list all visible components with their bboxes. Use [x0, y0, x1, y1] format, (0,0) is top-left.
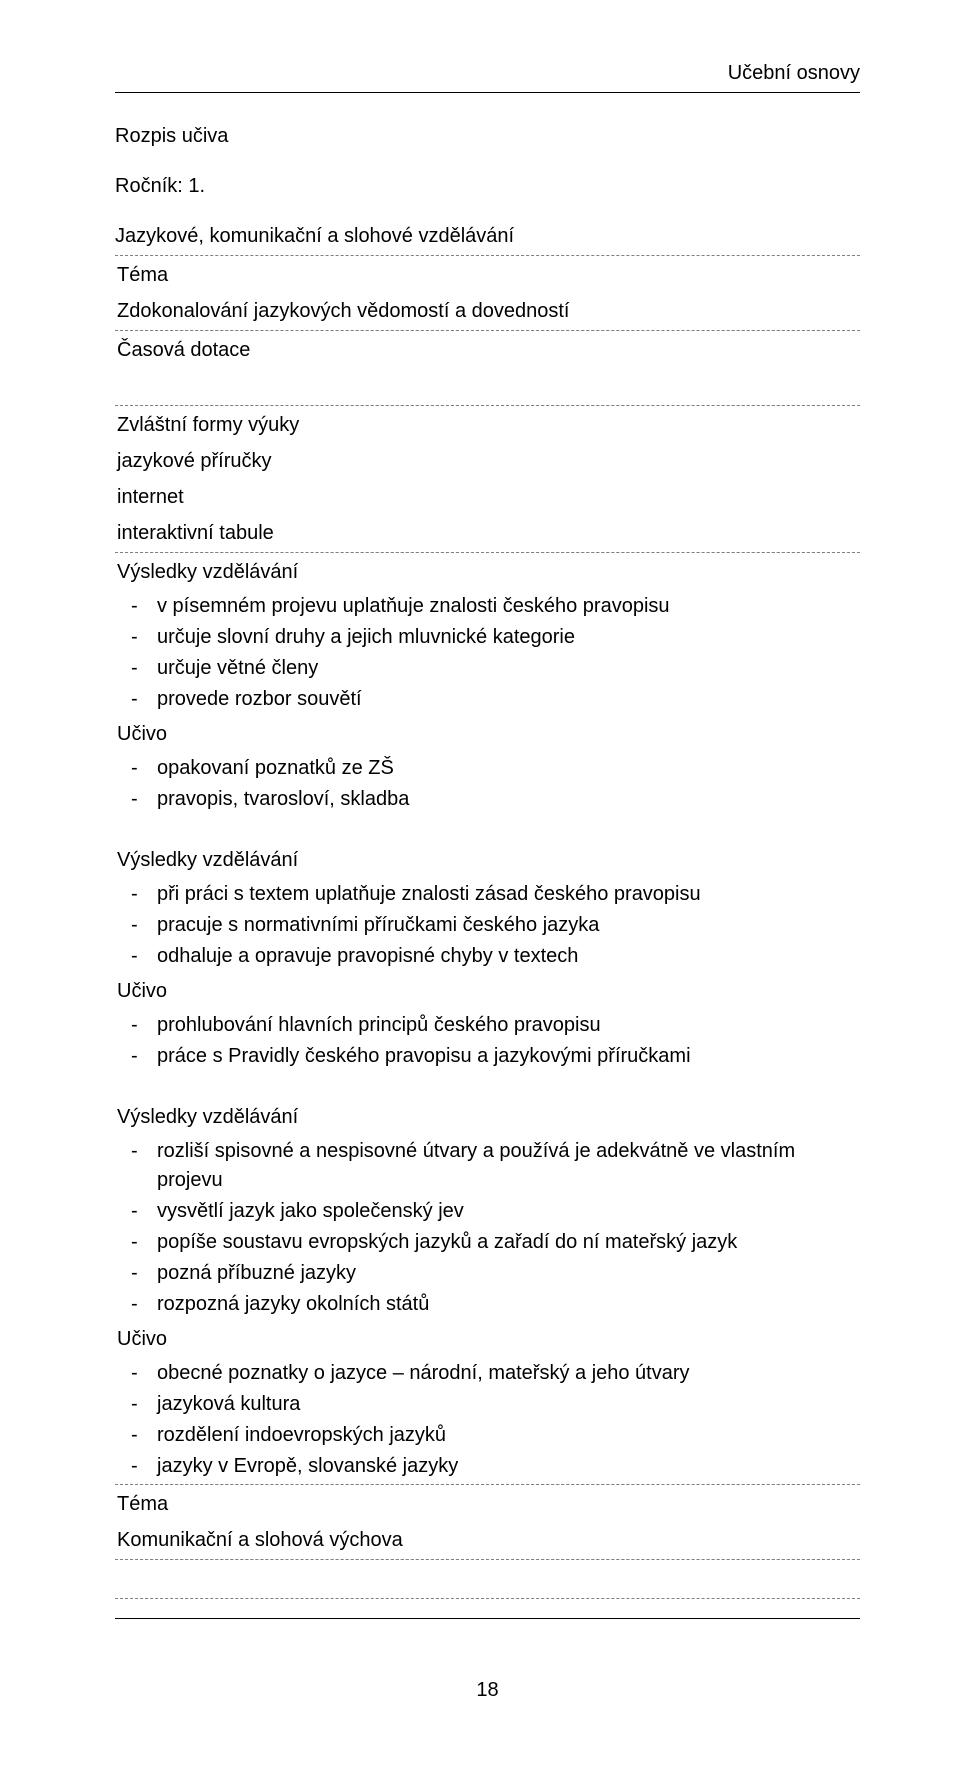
list-item: pravopis, tvarosloví, skladba — [117, 785, 858, 814]
ucivo-list-1: opakovaní poznatků ze ZŠ pravopis, tvaro… — [117, 754, 858, 814]
vysledky-list-3: rozliší spisovné a nespisovné útvary a p… — [117, 1137, 858, 1319]
ucivo-list-3: obecné poznatky o jazyce – národní, mate… — [117, 1359, 858, 1481]
tema-block-2: Téma Komunikační a slohová výchova — [115, 1484, 860, 1560]
vysledky-list-1: v písemném projevu uplatňuje znalosti če… — [117, 592, 858, 714]
formy-item-2: internet — [117, 479, 858, 515]
list-item: obecné poznatky o jazyce – národní, mate… — [117, 1359, 858, 1388]
footer-divider — [115, 1618, 860, 1619]
list-item: jazyková kultura — [117, 1390, 858, 1419]
list-item: jazyky v Evropě, slovanské jazyky — [117, 1452, 858, 1481]
empty-block-bottom — [115, 1559, 860, 1599]
vysledky-list-2: při práci s textem uplatňuje znalosti zá… — [117, 880, 858, 971]
vysledky-label-2: Výsledky vzdělávání — [117, 842, 858, 878]
tema-label-2: Téma — [117, 1486, 858, 1522]
content-block-main: Výsledky vzdělávání v písemném projevu u… — [115, 552, 860, 1485]
list-item: prohlubování hlavních principů českého p… — [117, 1011, 858, 1040]
ucivo-list-2: prohlubování hlavních principů českého p… — [117, 1011, 858, 1071]
main-section-title: Jazykové, komunikační a slohové vzdělává… — [115, 221, 860, 251]
list-item: určuje slovní druhy a jejich mluvnické k… — [117, 623, 858, 652]
list-item: odhaluje a opravuje pravopisné chyby v t… — [117, 942, 858, 971]
zvlastni-formy-label: Zvláštní formy výuky — [117, 407, 858, 443]
tema-value-2: Komunikační a slohová výchova — [117, 1522, 858, 1558]
formy-item-3: interaktivní tabule — [117, 515, 858, 551]
casova-dotace-block: Časová dotace — [115, 330, 860, 406]
tema-label: Téma — [117, 257, 858, 293]
list-item: opakovaní poznatků ze ZŠ — [117, 754, 858, 783]
tema-value: Zdokonalování jazykových vědomostí a dov… — [117, 293, 858, 329]
casova-dotace-label: Časová dotace — [117, 332, 858, 368]
rozpis-title: Rozpis učiva — [115, 121, 860, 151]
list-item: práce s Pravidly českého pravopisu a jaz… — [117, 1042, 858, 1071]
list-item: rozpozná jazyky okolních států — [117, 1290, 858, 1319]
ucivo-label-3: Učivo — [117, 1321, 858, 1357]
rocnik-title: Ročník: 1. — [115, 171, 860, 201]
list-item: určuje větné členy — [117, 654, 858, 683]
formy-item-1: jazykové příručky — [117, 443, 858, 479]
vysledky-label-3: Výsledky vzdělávání — [117, 1099, 858, 1135]
empty-row — [117, 1561, 858, 1597]
header-right-label: Učební osnovy — [115, 58, 860, 88]
page-number: 18 — [115, 1675, 860, 1705]
header-divider — [115, 92, 860, 93]
list-item: rozdělení indoevropských jazyků — [117, 1421, 858, 1450]
list-item: rozliší spisovné a nespisovné útvary a p… — [117, 1137, 858, 1195]
list-item: pracuje s normativními příručkami českéh… — [117, 911, 858, 940]
list-item: provede rozbor souvětí — [117, 685, 858, 714]
list-item: vysvětlí jazyk jako společenský jev — [117, 1197, 858, 1226]
tema-block-1: Téma Zdokonalování jazykových vědomostí … — [115, 255, 860, 331]
list-item: popíše soustavu evropských jazyků a zařa… — [117, 1228, 858, 1257]
zvlastni-formy-block: Zvláštní formy výuky jazykové příručky i… — [115, 405, 860, 553]
ucivo-label-2: Učivo — [117, 973, 858, 1009]
casova-dotace-value — [117, 368, 858, 404]
vysledky-label-1: Výsledky vzdělávání — [117, 554, 858, 590]
list-item: v písemném projevu uplatňuje znalosti če… — [117, 592, 858, 621]
list-item: při práci s textem uplatňuje znalosti zá… — [117, 880, 858, 909]
ucivo-label-1: Učivo — [117, 716, 858, 752]
list-item: pozná příbuzné jazyky — [117, 1259, 858, 1288]
